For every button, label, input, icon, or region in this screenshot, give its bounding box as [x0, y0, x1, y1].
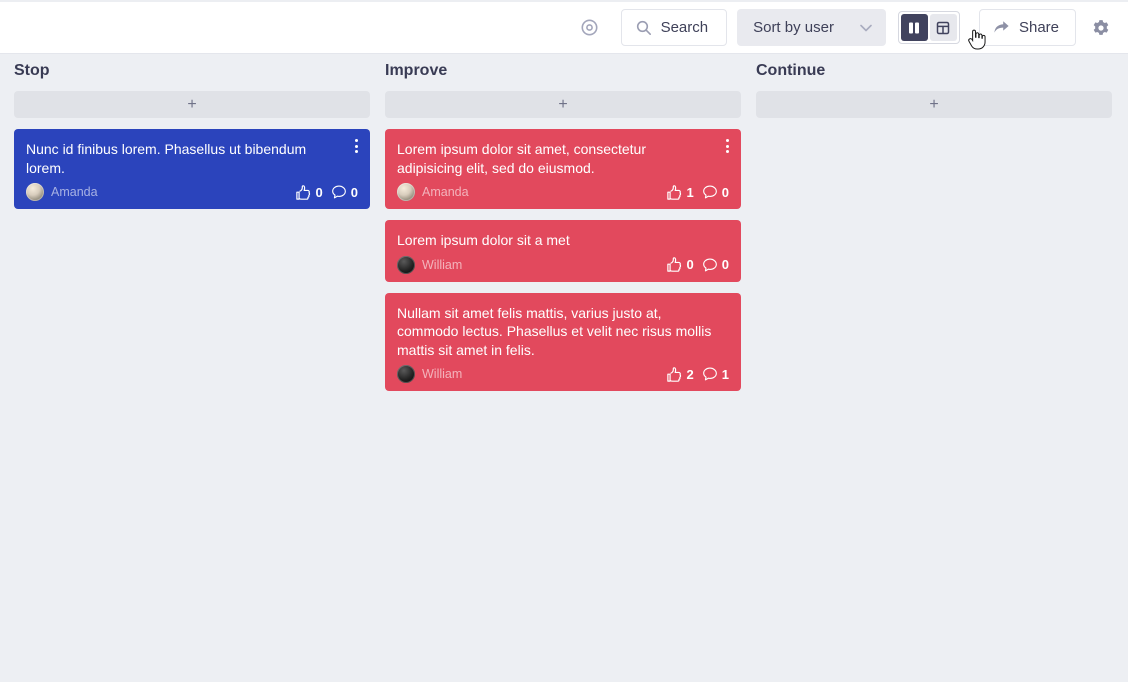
search-button[interactable]: Search: [620, 9, 728, 46]
like-button[interactable]: 2: [666, 366, 694, 383]
card[interactable]: Nullam sit amet felis mattis, varius jus…: [385, 292, 741, 391]
comment-count: 0: [721, 184, 729, 200]
card-meta: Amanda 0 0: [26, 183, 358, 201]
comment-icon: [702, 258, 717, 271]
like-button[interactable]: 0: [666, 256, 694, 273]
card-list: Lorem ipsum dolor sit amet, consectetur …: [385, 129, 741, 391]
thumbs-up-icon: [295, 184, 310, 200]
comment-count: 1: [721, 366, 729, 382]
thumbs-up-icon: [666, 184, 681, 200]
add-card-button[interactable]: +: [14, 91, 370, 118]
board: Stop + Nunc id finibus lorem. Phasellus …: [0, 54, 1128, 391]
comment-count: 0: [350, 184, 358, 200]
card-text: Lorem ipsum dolor sit amet, consectetur …: [397, 141, 646, 176]
card-author-name: Amanda: [422, 185, 469, 199]
card-reactions: 0 0: [295, 184, 358, 201]
board-column: Stop + Nunc id finibus lorem. Phasellus …: [14, 62, 370, 391]
card-menu-button[interactable]: [348, 136, 364, 156]
like-count: 2: [686, 366, 694, 382]
gear-icon: [1093, 19, 1109, 35]
like-count: 0: [315, 184, 323, 200]
card-author-name: William: [422, 367, 463, 381]
plus-icon: +: [929, 95, 939, 113]
avatar: [397, 183, 415, 201]
add-card-button[interactable]: +: [756, 91, 1112, 118]
comment-button[interactable]: 0: [702, 184, 729, 200]
column-title: Continue: [756, 62, 826, 79]
columns-view-button[interactable]: [900, 14, 928, 41]
card-reactions: 2 1: [666, 366, 729, 383]
comment-icon: [702, 367, 717, 381]
card-meta: William 2 1: [397, 365, 729, 383]
card[interactable]: Lorem ipsum dolor sit a met William 0 0: [385, 220, 741, 282]
card[interactable]: Nunc id finibus lorem. Phasellus ut bibe…: [14, 129, 370, 209]
like-count: 0: [686, 257, 694, 272]
kebab-menu-icon: [725, 139, 729, 142]
card-reactions: 0 0: [666, 256, 729, 273]
column-title: Improve: [385, 62, 448, 79]
like-button[interactable]: 0: [295, 184, 323, 201]
rows-view-button[interactable]: [929, 14, 957, 41]
rows-view-icon: [937, 21, 950, 34]
comment-button[interactable]: 0: [331, 184, 358, 200]
column-title: Stop: [14, 62, 50, 79]
visibility-toggle-button[interactable]: [580, 18, 599, 37]
comment-icon: [331, 185, 346, 199]
plus-icon: +: [187, 95, 197, 113]
share-icon: [994, 21, 1009, 33]
card-meta: William 0 0: [397, 255, 729, 274]
settings-button[interactable]: [1092, 19, 1110, 37]
comment-button[interactable]: 0: [702, 257, 729, 273]
card-list: Nunc id finibus lorem. Phasellus ut bibe…: [14, 129, 370, 209]
thumbs-up-icon: [666, 366, 681, 382]
like-button[interactable]: 1: [666, 184, 694, 201]
kebab-menu-icon: [354, 139, 358, 142]
share-button[interactable]: Share: [978, 9, 1076, 46]
card-text: Lorem ipsum dolor sit a met: [397, 232, 570, 248]
view-toggle-group: [897, 11, 960, 44]
sort-by-user-dropdown[interactable]: Sort by user: [737, 9, 886, 46]
plus-icon: +: [558, 95, 568, 113]
thumbs-up-icon: [666, 257, 681, 272]
add-card-button[interactable]: +: [385, 91, 741, 118]
avatar: [397, 255, 415, 274]
comment-icon: [702, 185, 717, 199]
share-button-label: Share: [1018, 19, 1059, 36]
search-button-label: Search: [660, 19, 709, 36]
chevron-down-icon: [860, 24, 872, 31]
avatar: [26, 183, 44, 201]
board-column: Continue +: [756, 62, 1112, 391]
card-meta: Amanda 1 0: [397, 183, 729, 201]
card-author-name: William: [422, 257, 463, 272]
card-menu-button[interactable]: [719, 136, 735, 156]
topbar: Search Sort by user: [0, 0, 1128, 54]
card[interactable]: Lorem ipsum dolor sit amet, consectetur …: [385, 129, 741, 209]
card-reactions: 1 0: [666, 184, 729, 201]
comment-count: 0: [721, 257, 729, 272]
visibility-icon: [581, 19, 598, 36]
board-column: Improve + Lorem ipsum dolor sit amet, co…: [385, 62, 741, 391]
avatar: [397, 365, 415, 383]
comment-button[interactable]: 1: [702, 366, 729, 382]
columns-view-icon: [909, 22, 920, 33]
like-count: 1: [686, 184, 694, 200]
card-text: Nullam sit amet felis mattis, varius jus…: [397, 304, 712, 358]
card-text: Nunc id finibus lorem. Phasellus ut bibe…: [26, 141, 307, 176]
card-author-name: Amanda: [51, 185, 98, 199]
sort-dropdown-label: Sort by user: [753, 19, 834, 36]
search-icon: [636, 20, 651, 35]
